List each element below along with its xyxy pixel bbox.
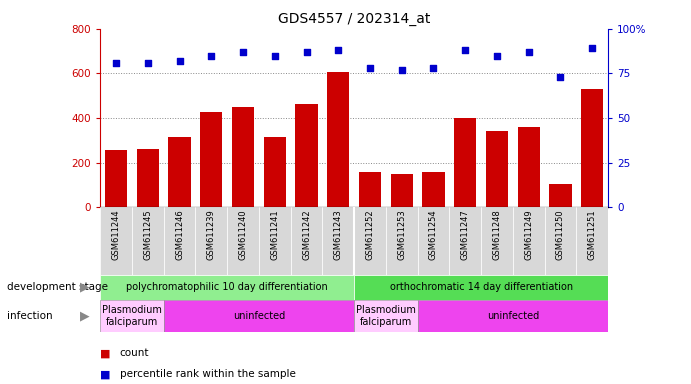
Text: ■: ■ [100, 348, 111, 358]
FancyBboxPatch shape [513, 207, 545, 275]
Text: GSM611249: GSM611249 [524, 209, 533, 260]
Text: GSM611254: GSM611254 [429, 209, 438, 260]
Text: GSM611250: GSM611250 [556, 209, 565, 260]
Point [523, 49, 534, 55]
Bar [137, 149, 159, 207]
FancyBboxPatch shape [354, 300, 417, 332]
Text: GSM611245: GSM611245 [143, 209, 152, 260]
Point [301, 49, 312, 55]
Point [555, 74, 566, 80]
Bar [264, 137, 286, 207]
Text: Plasmodium
falciparum: Plasmodium falciparum [356, 305, 416, 327]
Text: development stage: development stage [7, 282, 108, 292]
Text: GSM611239: GSM611239 [207, 209, 216, 260]
FancyBboxPatch shape [100, 275, 354, 300]
FancyBboxPatch shape [164, 207, 196, 275]
Text: ▶: ▶ [80, 310, 90, 322]
Text: count: count [120, 348, 149, 358]
Text: GSM611240: GSM611240 [238, 209, 247, 260]
Bar [518, 127, 540, 207]
Point [333, 47, 344, 53]
Text: uninfected: uninfected [486, 311, 539, 321]
Text: GSM611251: GSM611251 [588, 209, 597, 260]
FancyBboxPatch shape [291, 207, 323, 275]
Bar [581, 89, 603, 207]
Text: GSM611243: GSM611243 [334, 209, 343, 260]
FancyBboxPatch shape [354, 207, 386, 275]
Text: infection: infection [7, 311, 53, 321]
Point [364, 65, 375, 71]
Point [491, 53, 502, 59]
Point [269, 53, 281, 59]
Point [460, 47, 471, 53]
FancyBboxPatch shape [417, 300, 608, 332]
Bar [296, 104, 318, 207]
Text: GSM611242: GSM611242 [302, 209, 311, 260]
Text: GSM611241: GSM611241 [270, 209, 279, 260]
Bar [486, 131, 508, 207]
FancyBboxPatch shape [481, 207, 513, 275]
Text: percentile rank within the sample: percentile rank within the sample [120, 369, 296, 379]
Text: GSM611248: GSM611248 [493, 209, 502, 260]
Point [238, 49, 249, 55]
FancyBboxPatch shape [386, 207, 417, 275]
Bar [200, 113, 223, 207]
Text: GSM611246: GSM611246 [175, 209, 184, 260]
Bar [327, 72, 350, 207]
Text: GSM611247: GSM611247 [461, 209, 470, 260]
Title: GDS4557 / 202314_at: GDS4557 / 202314_at [278, 12, 430, 26]
Text: Plasmodium
falciparum: Plasmodium falciparum [102, 305, 162, 327]
FancyBboxPatch shape [227, 207, 259, 275]
FancyBboxPatch shape [100, 207, 132, 275]
Point [142, 60, 153, 66]
Text: GSM611252: GSM611252 [366, 209, 375, 260]
Point [428, 65, 439, 71]
FancyBboxPatch shape [354, 275, 608, 300]
Point [111, 60, 122, 66]
FancyBboxPatch shape [576, 207, 608, 275]
FancyBboxPatch shape [259, 207, 291, 275]
Bar [169, 137, 191, 207]
FancyBboxPatch shape [132, 207, 164, 275]
FancyBboxPatch shape [164, 300, 354, 332]
FancyBboxPatch shape [100, 300, 164, 332]
Bar [549, 184, 571, 207]
Text: uninfected: uninfected [233, 311, 285, 321]
Bar [454, 118, 476, 207]
FancyBboxPatch shape [196, 207, 227, 275]
Text: GSM611253: GSM611253 [397, 209, 406, 260]
Bar [105, 151, 127, 207]
Text: GSM611244: GSM611244 [111, 209, 120, 260]
Bar [359, 172, 381, 207]
Bar [232, 107, 254, 207]
Bar [422, 172, 444, 207]
FancyBboxPatch shape [545, 207, 576, 275]
FancyBboxPatch shape [449, 207, 481, 275]
FancyBboxPatch shape [323, 207, 354, 275]
Point [206, 53, 217, 59]
Text: ▶: ▶ [80, 281, 90, 293]
Text: ■: ■ [100, 369, 111, 379]
Text: orthochromatic 14 day differentiation: orthochromatic 14 day differentiation [390, 282, 573, 292]
Text: polychromatophilic 10 day differentiation: polychromatophilic 10 day differentiatio… [126, 282, 328, 292]
Point [587, 45, 598, 51]
Point [396, 67, 407, 73]
Bar [390, 174, 413, 207]
Point [174, 58, 185, 64]
FancyBboxPatch shape [417, 207, 449, 275]
